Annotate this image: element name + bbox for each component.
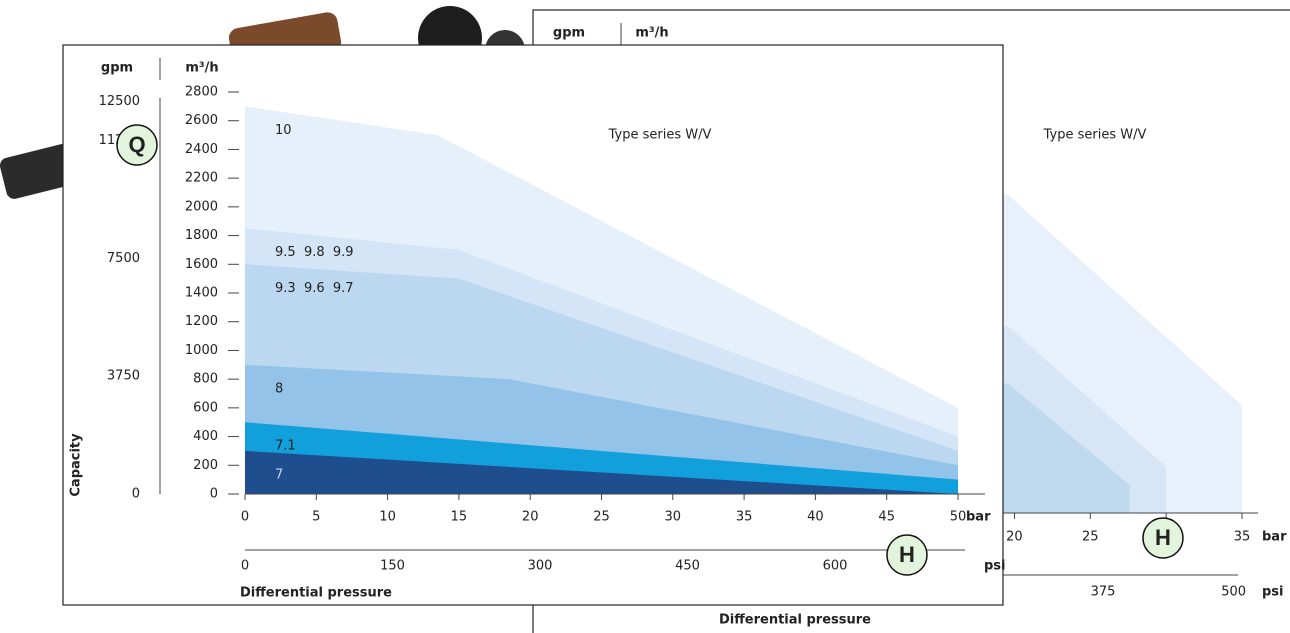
chart-title: Type series W/V <box>608 128 712 143</box>
y2-tick-label: 12500 <box>99 94 140 109</box>
y2-unit: gpm <box>101 61 133 76</box>
x-tick-label: 0 <box>241 510 249 525</box>
x-tick-label: 20 <box>522 510 539 525</box>
y-tick-label: 600 <box>193 400 218 415</box>
x-tick-label: 35 <box>1234 530 1251 545</box>
series-label: 9.3 9.6 9.7 <box>275 281 354 296</box>
y2-unit: gpm <box>553 26 585 41</box>
y-tick-label: 1000 <box>185 343 218 358</box>
x2-tick-label: 500 <box>1221 585 1246 600</box>
y-unit: m³/h <box>635 26 668 41</box>
x-axis-title: Differential pressure <box>719 613 871 628</box>
y-tick-label: 1600 <box>185 257 218 272</box>
y-tick-label: 1400 <box>185 286 218 301</box>
y-tick-label: 1200 <box>185 314 218 329</box>
x2-tick-label: 150 <box>380 559 405 574</box>
chart: 10 9.5 9.8 9.9 9.3 9.6 9.7 8 7.1 7 Type series… <box>63 45 1006 605</box>
x-tick-label: 15 <box>451 510 468 525</box>
y-tick-label: 2800 <box>185 85 218 100</box>
screenshot: Type series W/V0510152025303501252503755… <box>0 0 1290 633</box>
x2-tick-label: 600 <box>823 559 848 574</box>
y-tick-label: 0 <box>210 487 218 502</box>
x-tick-label: 25 <box>1082 530 1099 545</box>
x-tick-label: 35 <box>736 510 753 525</box>
series-label: 8 <box>275 381 283 396</box>
series-label: 7 <box>275 467 283 482</box>
series-label: 7.1 <box>275 439 296 454</box>
annotation: H <box>1155 525 1171 550</box>
x-tick-label: 40 <box>807 510 824 525</box>
y2-tick-label: 0 <box>132 487 140 502</box>
series-label: 10 <box>275 123 292 138</box>
y2-tick-label: 3750 <box>107 369 140 384</box>
x-tick-label: 50 <box>950 510 967 525</box>
x-tick-label: 30 <box>665 510 682 525</box>
y-tick-label: 2400 <box>185 142 218 157</box>
x2-unit: psi <box>984 559 1006 574</box>
x-tick-label: 5 <box>312 510 320 525</box>
x-tick-label: 25 <box>593 510 610 525</box>
x-unit: bar <box>966 510 991 525</box>
x2-tick-label: 300 <box>528 559 553 574</box>
x2-tick-label: 375 <box>1091 585 1116 600</box>
x2-unit: psi <box>1262 585 1284 600</box>
x-axis-title: Differential pressure <box>240 586 392 601</box>
x-tick-label: 10 <box>379 510 396 525</box>
x-unit: bar <box>1262 530 1287 545</box>
chart-title: Type series W/V <box>1043 128 1147 143</box>
annotation: H <box>899 542 915 567</box>
annotation: Q <box>128 132 145 157</box>
y-tick-label: 200 <box>193 458 218 473</box>
x-tick-label: 45 <box>878 510 895 525</box>
y-tick-label: 2600 <box>185 113 218 128</box>
y-tick-label: 1800 <box>185 228 218 243</box>
y-tick-label: 800 <box>193 372 218 387</box>
series-label: 9.5 9.8 9.9 <box>275 245 354 260</box>
y-axis-title: Capacity <box>69 433 84 497</box>
y-tick-label: 2000 <box>185 199 218 214</box>
y-tick-label: 400 <box>193 429 218 444</box>
y-unit: m³/h <box>185 61 218 76</box>
x-tick-label: 20 <box>1006 530 1023 545</box>
y2-tick-label: 7500 <box>107 251 140 266</box>
x2-tick-label: 0 <box>241 559 249 574</box>
y-tick-label: 2200 <box>185 171 218 186</box>
x2-tick-label: 450 <box>675 559 700 574</box>
